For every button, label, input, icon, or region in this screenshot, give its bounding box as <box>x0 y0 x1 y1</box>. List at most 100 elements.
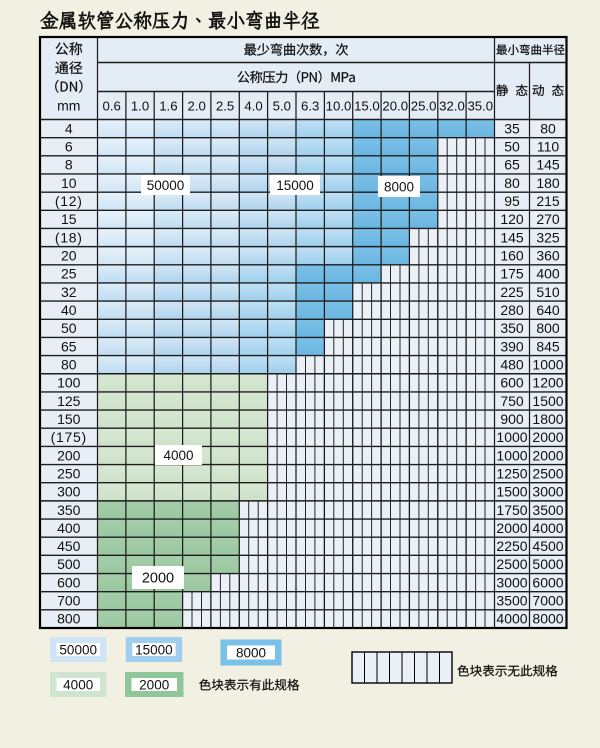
svg-text:1000: 1000 <box>532 357 563 373</box>
svg-text:6: 6 <box>65 139 73 155</box>
svg-text:125: 125 <box>57 393 81 409</box>
svg-text:225: 225 <box>500 284 524 300</box>
svg-text:2000: 2000 <box>532 447 563 463</box>
svg-text:0.6: 0.6 <box>103 99 121 114</box>
svg-text:4: 4 <box>65 120 73 136</box>
svg-text:2000: 2000 <box>532 429 563 445</box>
svg-text:4000: 4000 <box>163 448 193 463</box>
svg-text:40: 40 <box>61 302 77 318</box>
svg-text:80: 80 <box>504 175 520 191</box>
svg-text:200: 200 <box>57 447 81 463</box>
svg-text:1.0: 1.0 <box>131 99 149 114</box>
svg-text:400: 400 <box>57 520 81 536</box>
svg-text:8: 8 <box>65 157 73 173</box>
svg-text:4000: 4000 <box>532 520 563 536</box>
svg-text:325: 325 <box>536 229 560 245</box>
svg-text:400: 400 <box>536 266 560 282</box>
svg-text:20.0: 20.0 <box>382 99 408 114</box>
svg-text:15.0: 15.0 <box>354 99 380 114</box>
svg-text:35: 35 <box>504 120 520 136</box>
svg-text:95: 95 <box>504 193 520 209</box>
svg-text:1000: 1000 <box>496 429 527 445</box>
svg-text:1750: 1750 <box>496 502 527 518</box>
svg-text:600: 600 <box>500 375 524 391</box>
svg-text:750: 750 <box>500 393 524 409</box>
svg-text:300: 300 <box>57 484 81 500</box>
svg-text:6.3: 6.3 <box>301 99 319 114</box>
svg-text:2000: 2000 <box>139 677 169 692</box>
svg-text:4000: 4000 <box>63 677 93 692</box>
svg-text:480: 480 <box>500 357 524 373</box>
svg-text:5.0: 5.0 <box>273 99 291 114</box>
svg-text:1500: 1500 <box>496 484 527 500</box>
svg-text:2000: 2000 <box>496 520 527 536</box>
svg-text:280: 280 <box>500 302 524 318</box>
svg-text:3500: 3500 <box>532 502 563 518</box>
svg-text:1000: 1000 <box>496 447 527 463</box>
svg-text:800: 800 <box>536 320 560 336</box>
svg-text:15000: 15000 <box>135 642 173 657</box>
svg-text:160: 160 <box>500 248 524 264</box>
svg-text:100: 100 <box>57 375 81 391</box>
svg-text:1250: 1250 <box>496 465 527 481</box>
svg-text:250: 250 <box>57 465 81 481</box>
svg-text:390: 390 <box>500 338 524 354</box>
svg-text:2.0: 2.0 <box>188 99 206 114</box>
svg-text:15000: 15000 <box>276 178 314 193</box>
svg-text:6000: 6000 <box>532 574 563 590</box>
svg-text:2500: 2500 <box>532 465 563 481</box>
svg-text:mm: mm <box>57 98 80 114</box>
svg-text:50: 50 <box>61 320 77 336</box>
svg-text:5000: 5000 <box>532 556 563 572</box>
svg-text:350: 350 <box>500 320 524 336</box>
svg-text:120: 120 <box>500 211 524 227</box>
svg-text:(175): (175) <box>51 429 87 445</box>
svg-text:10.0: 10.0 <box>326 99 352 114</box>
svg-text:600: 600 <box>57 574 81 590</box>
svg-text:3000: 3000 <box>532 484 563 500</box>
svg-text:50: 50 <box>504 139 520 155</box>
svg-text:150: 150 <box>57 411 81 427</box>
svg-text:15: 15 <box>61 211 77 227</box>
svg-text:270: 270 <box>536 211 560 227</box>
svg-text:32: 32 <box>61 284 77 300</box>
svg-text:25: 25 <box>61 266 77 282</box>
svg-text:180: 180 <box>536 175 560 191</box>
svg-text:25.0: 25.0 <box>411 99 437 114</box>
svg-text:3500: 3500 <box>496 593 527 609</box>
svg-text:500: 500 <box>57 556 81 572</box>
svg-text:800: 800 <box>57 611 81 627</box>
svg-text:700: 700 <box>57 593 81 609</box>
svg-text:2.5: 2.5 <box>216 99 234 114</box>
svg-text:145: 145 <box>536 157 560 173</box>
svg-text:10: 10 <box>61 175 77 191</box>
svg-text:65: 65 <box>61 338 77 354</box>
svg-text:110: 110 <box>537 139 560 155</box>
svg-text:1.6: 1.6 <box>159 99 177 114</box>
svg-text:8000: 8000 <box>532 611 563 627</box>
svg-text:2250: 2250 <box>496 538 527 554</box>
svg-text:50000: 50000 <box>147 178 185 193</box>
svg-text:8000: 8000 <box>384 179 414 194</box>
svg-text:360: 360 <box>536 248 560 264</box>
svg-text:350: 350 <box>57 502 81 518</box>
svg-text:3000: 3000 <box>496 574 527 590</box>
svg-text:145: 145 <box>500 229 524 245</box>
svg-text:510: 510 <box>536 284 560 300</box>
svg-text:(12): (12) <box>55 193 83 209</box>
svg-text:640: 640 <box>536 302 560 318</box>
svg-text:7000: 7000 <box>532 593 563 609</box>
svg-text:215: 215 <box>536 193 560 209</box>
svg-text:900: 900 <box>500 411 524 427</box>
svg-text:80: 80 <box>540 120 556 136</box>
svg-text:8000: 8000 <box>236 645 266 660</box>
svg-text:1500: 1500 <box>532 393 563 409</box>
svg-text:50000: 50000 <box>59 642 97 657</box>
svg-text:4500: 4500 <box>532 538 563 554</box>
svg-text:(18): (18) <box>55 229 83 245</box>
svg-text:32.0: 32.0 <box>439 99 465 114</box>
svg-text:1800: 1800 <box>532 411 563 427</box>
svg-text:4000: 4000 <box>496 611 527 627</box>
svg-text:845: 845 <box>536 338 560 354</box>
svg-text:2500: 2500 <box>496 556 527 572</box>
